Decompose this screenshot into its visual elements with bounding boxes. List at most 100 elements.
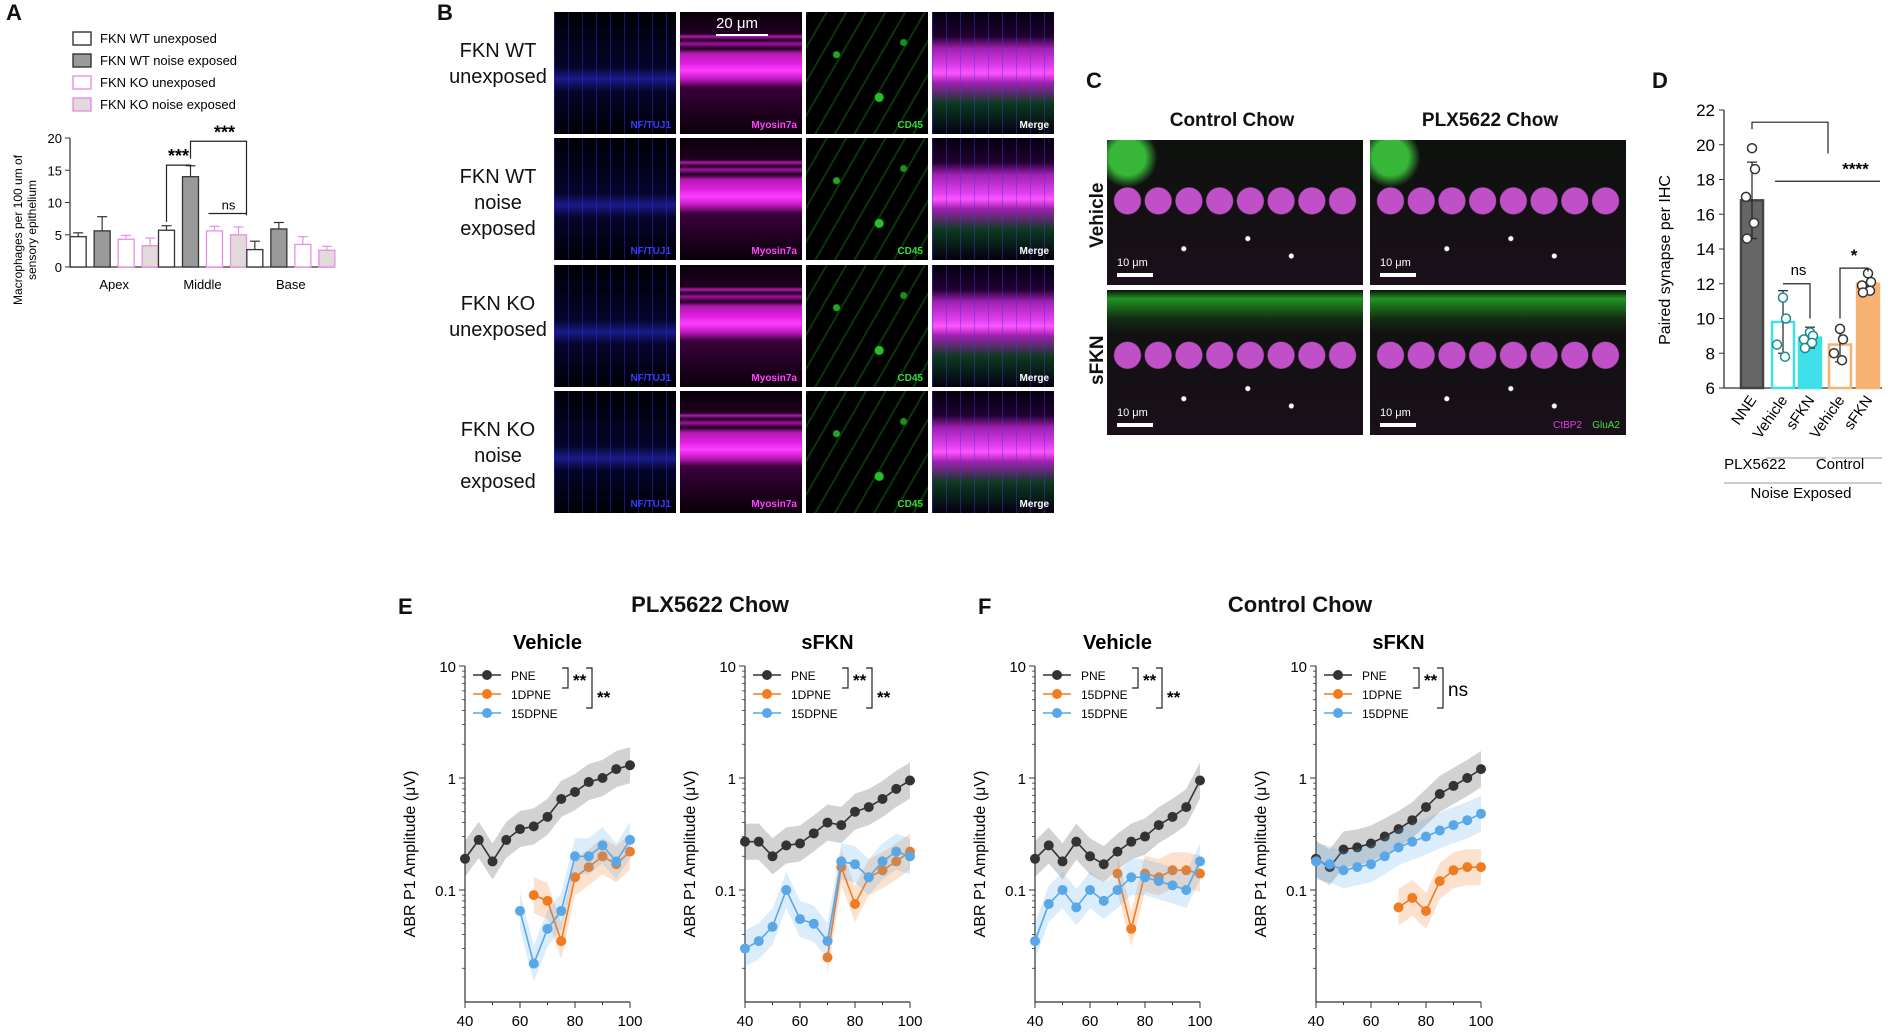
abr-point [1126,872,1137,883]
panel-b-row-label-2: FKN KO unexposed [438,291,558,343]
panel-c-legend-magenta: CtBP2 [1553,420,1582,431]
abr-legend-marker [1052,670,1062,680]
abr-point [1421,831,1431,842]
abr-point [1338,865,1349,876]
abr-point [1448,865,1459,876]
abr-legend-marker [762,670,772,680]
legend-swatch-a-0 [72,31,92,46]
abr-point [611,856,622,867]
abr-point [1476,808,1486,819]
abr-point [1393,824,1404,835]
abr-legend-marker [762,708,772,718]
panel-d-chart: Paired synapse per IHC 6 8 10 12 14 16 18 20 22 N… [1657,101,1882,502]
abr-point [1126,923,1137,934]
scale-bar-label: 10 μm [1117,257,1148,269]
abr-point [808,828,819,839]
abr-point [1085,885,1095,895]
abr-band [1035,843,1200,960]
panel-a-plot: 0 5 10 15 20 Apex Middle Base *** *** ns [48,123,336,292]
abr-ylabel: ABR P1 Amplitude (μV) [682,771,699,938]
micrograph-c-0-1: 10 μm [1370,140,1626,285]
abr-ytick: 1 [1299,771,1307,788]
abr-legend-label: 15DPNE [1081,707,1128,721]
micrograph-b-1-0: NF/TUJ1 [554,138,676,260]
abr-point [836,820,847,831]
abr-xtick: 40 [457,1013,474,1030]
micrograph-channel-label: CD45 [897,246,923,257]
abr-point [1181,802,1192,813]
panel-a-legend: FKN WT unexposed FKN WT noise exposed FKN … [72,31,237,112]
panel-e-title: PLX5622 Chow [631,592,789,617]
abr-legend-marker [482,708,492,718]
abr-legend-marker [1333,670,1343,680]
scale-bar-label: 10 μm [1117,407,1148,419]
legend-swatch-a-2 [72,75,92,90]
abr-point [542,895,553,906]
d-ytick: 10 [1696,310,1715,329]
a-ytick: 0 [55,260,62,275]
abr-ylabel: ABR P1 Amplitude (μV) [972,771,989,938]
abr-legend-label: 15DPNE [511,707,558,721]
micrograph-channel-label: Merge [1019,120,1049,131]
abr-point [542,811,553,822]
abr-point [1448,780,1459,791]
abr-legend-marker [1052,708,1062,718]
micrograph-channel-label: Myosin7a [751,499,797,510]
abr-point [1071,836,1082,847]
legend-label-a-1: FKN WT noise exposed [100,53,237,68]
abr-point [877,856,888,867]
abr-xtick: 40 [737,1013,754,1030]
abr-point [1167,865,1178,876]
abr-point [1112,846,1123,857]
d-ytick: 22 [1696,101,1715,120]
abr-subtitle: sFKN [801,632,853,654]
abr-sig-1: ** [573,671,587,690]
abr-point [515,824,525,835]
d-point [1799,342,1811,354]
abr-xtick: 100 [1187,1013,1212,1030]
scale-bar-label: 10 μm [1380,257,1411,269]
abr-point [1352,842,1363,853]
micrograph-b-0-2: CD45 [806,12,928,134]
panel-c-grid: 10 μm 10 μm 10 μm 10 μm CtBP2 GluA2 [0,0,1626,435]
micrograph-channel-label: NF/TUJ1 [630,120,671,131]
abr-point [1057,885,1068,895]
abr-point [850,859,860,870]
panel-c-legend-green: GluA2 [1592,420,1620,431]
micrograph-channel-label: Myosin7a [751,373,797,384]
abr-band [827,833,910,976]
micrograph-channel-label: CD45 [897,499,923,510]
abr-point [501,834,512,845]
panel-d-ylabel: Paired synapse per IHC [1657,175,1674,345]
micrograph-channel-label: Myosin7a [751,120,797,131]
abr-point [1085,851,1095,862]
abr-ytick: 0.1 [715,883,736,900]
d-sig-star: * [1851,246,1858,265]
abr-point [1153,876,1164,887]
micrograph-channel-label: NF/TUJ1 [630,499,671,510]
abr-point [795,838,805,849]
abr-sig-1: ** [1424,671,1438,690]
micrograph-channel-label: Merge [1019,499,1049,510]
d-sig-ns: ns [1791,262,1807,279]
legend-swatch-a-1 [72,53,92,68]
abr-point [583,777,594,788]
abr-point [767,921,778,932]
abr-xtick: 80 [567,1013,584,1030]
abr-point [583,851,594,862]
abr-point [1057,856,1068,867]
abr-point [1462,862,1473,873]
abr-point [473,834,484,845]
abr-point [460,853,470,864]
abr-xtick: 40 [1027,1013,1044,1030]
abr-point [487,856,498,867]
abr-point [822,817,833,828]
abr-point [1393,902,1404,913]
d-point [1777,292,1789,303]
panel-b-row-label-line: FKN KO [460,419,536,441]
abr-ytick: 10 [1290,659,1307,676]
abr-point [1407,815,1418,826]
abr-sig-1: ** [853,671,867,690]
